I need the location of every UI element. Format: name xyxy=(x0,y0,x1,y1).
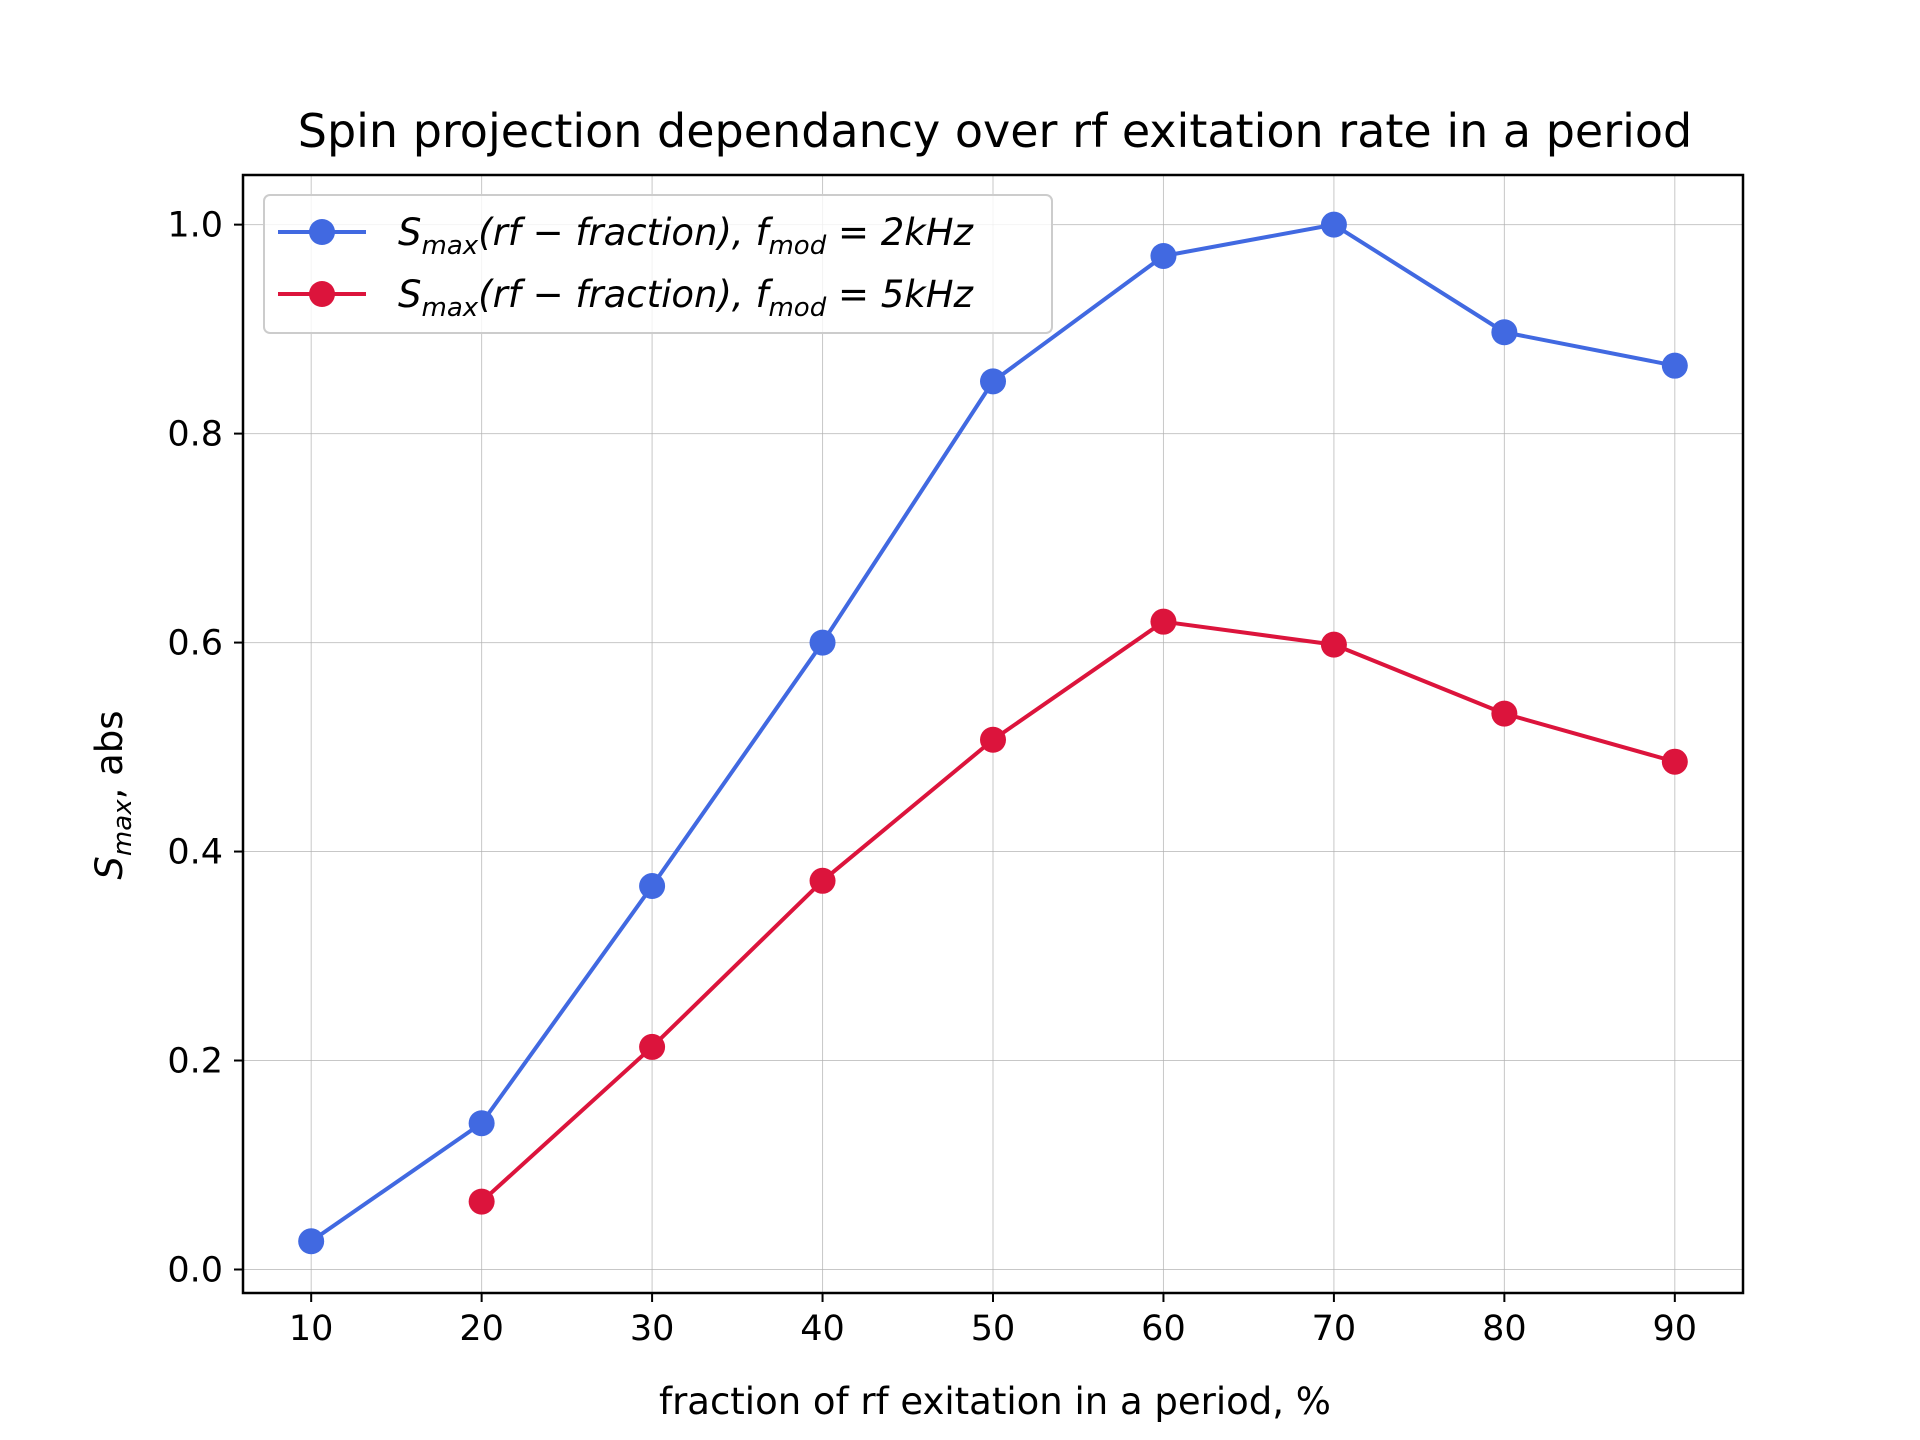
legend-box xyxy=(263,194,1053,334)
data-point xyxy=(1320,211,1347,238)
legend-marker xyxy=(309,219,335,245)
x-tick-label: 70 xyxy=(1312,1309,1357,1349)
data-point xyxy=(298,1228,325,1255)
y-tick-label: 0.8 xyxy=(167,415,223,455)
data-point xyxy=(1320,631,1347,658)
data-point xyxy=(809,629,836,656)
legend-label: Smax(rf − fraction), fmod = 5kHz xyxy=(398,273,975,323)
y-axis-label-subscript: max xyxy=(108,799,138,856)
y-tick-label: 0.4 xyxy=(167,833,223,873)
data-point xyxy=(1150,608,1177,635)
legend-marker xyxy=(309,281,335,307)
y-tick-label: 1.0 xyxy=(167,206,223,246)
data-point xyxy=(980,726,1006,753)
data-point xyxy=(468,1188,495,1215)
y-axis-label-unit: , abs xyxy=(88,710,131,799)
series-line xyxy=(480,619,1676,1204)
x-tick-label: 90 xyxy=(1653,1309,1698,1349)
series-1 xyxy=(298,211,1688,1255)
x-tick-label: 50 xyxy=(971,1309,1016,1349)
series-layer xyxy=(298,211,1688,1255)
x-tick-label: 30 xyxy=(630,1309,675,1349)
legend-item: Smax(rf − fraction), fmod = 5kHz xyxy=(278,273,975,323)
y-axis-label-symbol: S xyxy=(88,856,131,880)
x-tick-label: 10 xyxy=(289,1309,334,1349)
axis-ticks: 10 20 30 40 50 60 70 80 90 0.0 0.2 0.4 0.6 0.8 1.0 xyxy=(167,206,1697,1349)
x-axis-label: fraction of rf exitation in a period, % xyxy=(659,1380,1331,1423)
data-point xyxy=(1661,748,1688,775)
x-tick-label: 20 xyxy=(459,1309,504,1349)
x-tick-label: 80 xyxy=(1482,1309,1527,1349)
series-2 xyxy=(468,608,1688,1215)
chart-title: Spin projection dependancy over rf exita… xyxy=(298,104,1693,158)
data-point xyxy=(1491,319,1518,346)
data-point xyxy=(1661,352,1688,379)
y-tick-label: 0.6 xyxy=(167,624,223,664)
data-point xyxy=(468,1110,495,1137)
legend-item: Smax(rf − fraction), fmod = 2kHz xyxy=(278,211,975,261)
y-tick-label: 0.0 xyxy=(167,1250,223,1290)
legend: Smax(rf − fraction), fmod = 2kHz Smax(rf … xyxy=(263,194,1053,334)
data-point xyxy=(980,368,1006,395)
data-point xyxy=(809,867,836,894)
data-point xyxy=(639,1033,666,1060)
data-point xyxy=(1491,700,1518,727)
y-axis-label: Smax, abs xyxy=(88,710,138,879)
data-point xyxy=(639,873,666,900)
x-tick-label: 60 xyxy=(1141,1309,1186,1349)
legend-label: Smax(rf − fraction), fmod = 2kHz xyxy=(398,211,975,261)
data-point xyxy=(1150,242,1177,269)
y-tick-label: 0.2 xyxy=(167,1042,223,1082)
x-tick-label: 40 xyxy=(800,1309,845,1349)
